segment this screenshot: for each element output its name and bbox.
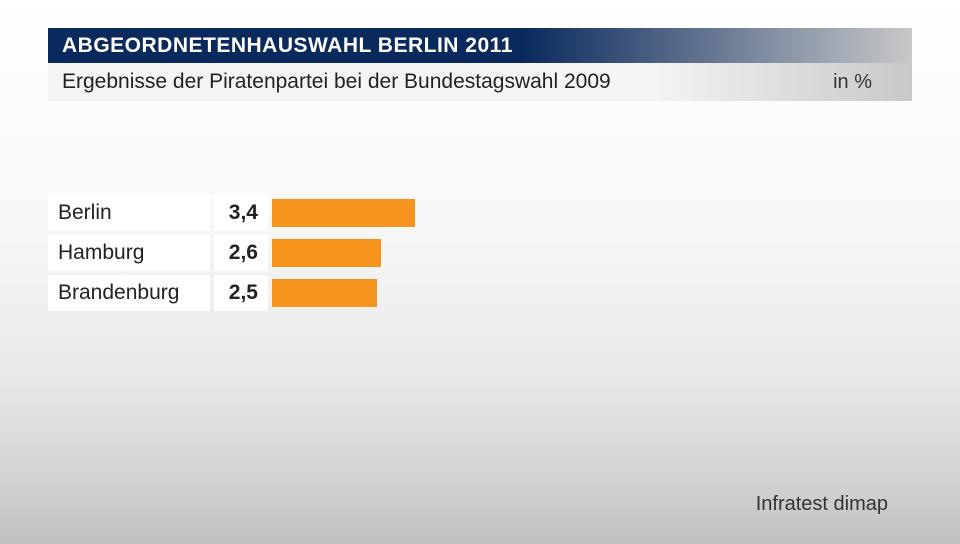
subtitle-bar: Ergebnisse der Piratenpartei bei der Bun… xyxy=(48,63,912,101)
subtitle-text: Ergebnisse der Piratenpartei bei der Bun… xyxy=(62,70,611,94)
unit-text: in % xyxy=(833,71,872,94)
bar-label: Brandenburg xyxy=(48,275,210,311)
bar-label: Hamburg xyxy=(48,235,210,271)
source-label: Infratest dimap xyxy=(756,493,888,516)
bar-row: Berlin 3,4 xyxy=(48,195,912,231)
bar-value: 2,5 xyxy=(214,275,268,311)
bar-label: Berlin xyxy=(48,195,210,231)
bar-track xyxy=(272,235,912,271)
header-title: ABGEORDNETENHAUSWAHL BERLIN 2011 xyxy=(62,34,513,58)
bar-value: 3,4 xyxy=(214,195,268,231)
bar-track xyxy=(272,195,912,231)
bar-track xyxy=(272,275,912,311)
header-bar: ABGEORDNETENHAUSWAHL BERLIN 2011 xyxy=(48,28,912,63)
bar-fill xyxy=(272,279,377,307)
bar-fill xyxy=(272,199,415,227)
bar-value: 2,6 xyxy=(214,235,268,271)
bar-row: Brandenburg 2,5 xyxy=(48,275,912,311)
bar-fill xyxy=(272,239,381,267)
bar-row: Hamburg 2,6 xyxy=(48,235,912,271)
chart-area: Berlin 3,4 Hamburg 2,6 Brandenburg 2,5 xyxy=(48,195,912,315)
